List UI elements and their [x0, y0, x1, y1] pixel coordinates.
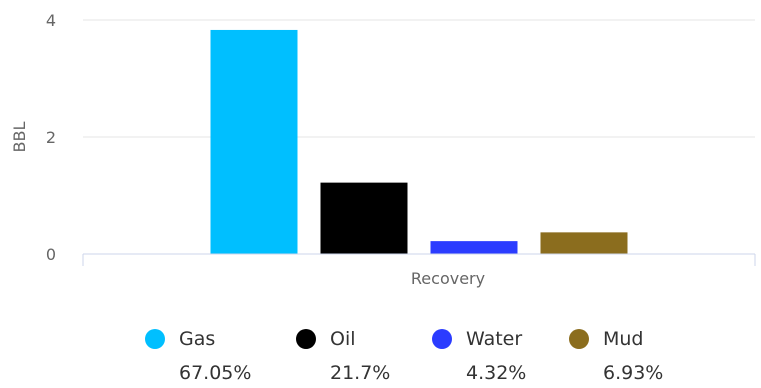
legend-marker-oil [296, 329, 316, 349]
gridlines [83, 19, 755, 138]
legend-label-oil: Oil [330, 328, 356, 350]
bar-water[interactable] [430, 241, 518, 254]
legend: Gas 67.05% Oil 21.7% Water 4.32% Mud 6.9… [0, 322, 761, 384]
legend-percent-mud: 6.93% [603, 362, 664, 384]
bar-mud[interactable] [540, 232, 628, 254]
legend-marker-water [432, 329, 452, 349]
y-axis-title: BBL [10, 121, 29, 152]
legend-marker-gas [145, 329, 165, 349]
legend-percent-water: 4.32% [466, 362, 527, 384]
y-tick-label-0: 0 [46, 245, 56, 264]
legend-percent-oil: 21.7% [330, 362, 391, 384]
bar-gas[interactable] [210, 29, 298, 254]
bars [210, 29, 628, 254]
legend-label-water: Water [466, 328, 523, 350]
legend-label-gas: Gas [179, 328, 216, 350]
legend-percent-gas: 67.05% [179, 362, 252, 384]
legend-label-mud: Mud [603, 328, 644, 350]
x-tick-label-recovery: Recovery [411, 269, 485, 288]
y-axis-ticks: 0 2 4 [46, 11, 56, 264]
bar-chart: 0 2 4 Recovery BBL [10, 11, 756, 288]
y-tick-label-4: 4 [46, 11, 56, 30]
y-tick-label-2: 2 [46, 128, 56, 147]
legend-marker-mud [569, 329, 589, 349]
bar-oil[interactable] [320, 182, 408, 254]
